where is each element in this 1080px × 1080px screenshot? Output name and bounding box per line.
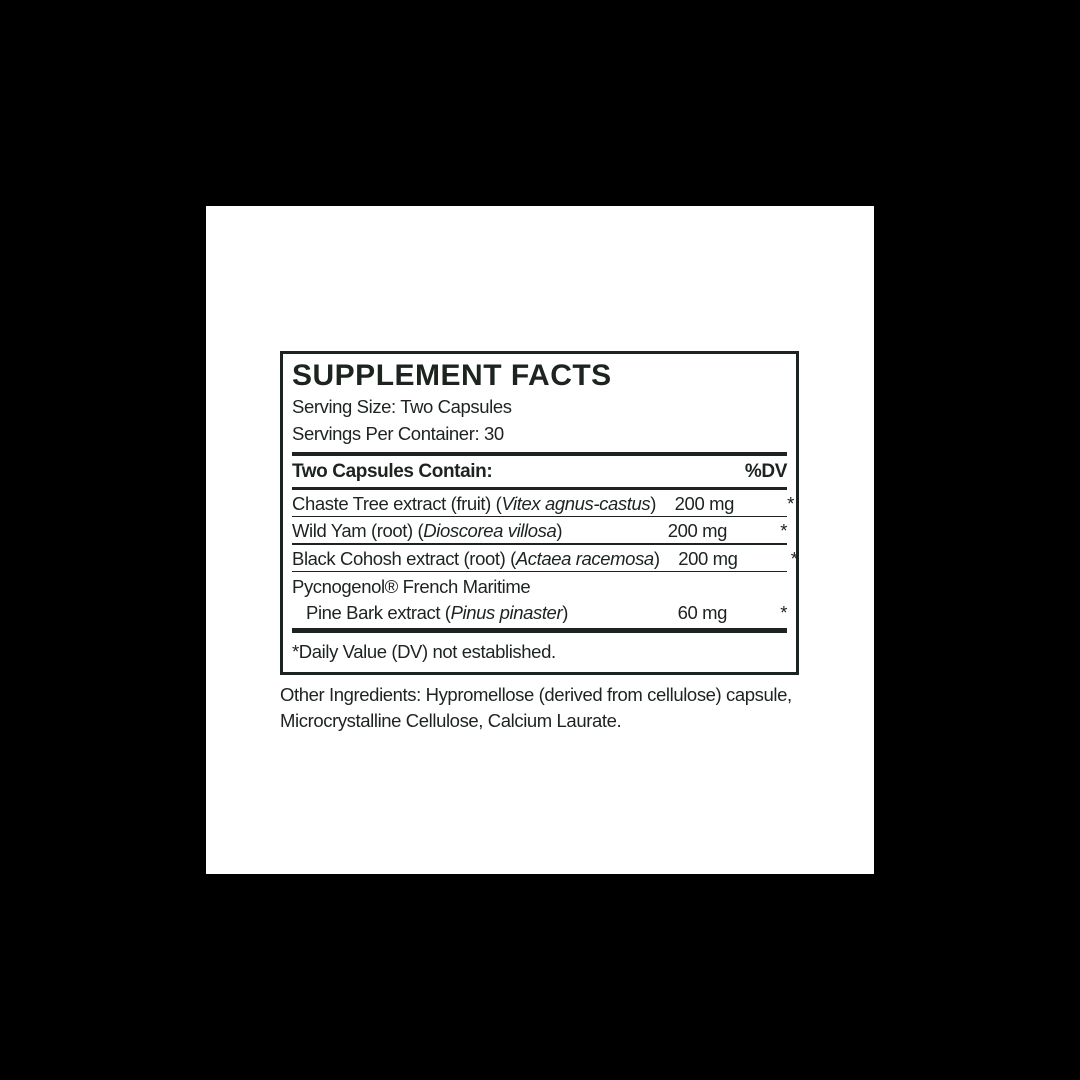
supplement-facts-title: SUPPLEMENT FACTS: [292, 359, 612, 392]
divider-thick-top: [292, 452, 787, 456]
ingredient-dv: *: [780, 520, 787, 541]
ingredient-dv: *: [780, 602, 787, 623]
ingredient-latin-name: Actaea racemosa: [515, 547, 654, 569]
ingredient-latin-name: Dioscorea villosa: [423, 520, 557, 541]
ingredient-name-text: Pine Bark extract (: [306, 602, 451, 623]
divider-thin: [292, 515, 787, 517]
ingredient-name: Chaste Tree extract (fruit) (Vitex agnus…: [292, 493, 656, 514]
divider-thin: [292, 570, 787, 572]
ingredient-amount: 200 mg: [674, 492, 735, 514]
ingredient-name-text: Black Cohosh extract (root) (: [292, 547, 516, 569]
other-ingredients: Other Ingredients: Hypromellose (derived…: [280, 684, 792, 731]
ingredient-amount: 200 mg: [667, 520, 728, 541]
servings-per-container: Servings Per Container: 30: [292, 423, 504, 444]
ingredient-name-text: ): [650, 492, 656, 514]
ingredient-row: Wild Yam (root) (Dioscorea villosa) 200 …: [292, 517, 787, 543]
ingredient-latin-name: Vitex agnus-castus: [501, 492, 651, 514]
ingredient-name-text: Chaste Tree extract (fruit) (: [292, 492, 502, 514]
ingredient-name-text: Wild Yam (root) (: [292, 520, 424, 541]
ingredient-name: Black Cohosh extract (root) (Actaea race…: [292, 548, 660, 569]
supplement-facts-box: SUPPLEMENT FACTS Serving Size: Two Capsu…: [280, 351, 799, 675]
ingredient-name-text: ): [562, 602, 568, 623]
divider-thin: [292, 543, 787, 545]
ingredient-dv: *: [787, 492, 794, 514]
label-panel: SUPPLEMENT FACTS Serving Size: Two Capsu…: [206, 206, 874, 874]
ingredient-latin-name: Pinus pinaster: [450, 602, 563, 623]
serving-size: Serving Size: Two Capsules: [292, 396, 512, 417]
ingredient-amount: 60 mg: [677, 602, 728, 623]
ingredient-name: Pine Bark extract (Pinus pinaster): [292, 602, 649, 623]
ingredient-row: Chaste Tree extract (fruit) (Vitex agnus…: [292, 490, 794, 516]
ingredient-name-text: ): [556, 520, 563, 541]
contains-header-row: Two Capsules Contain: %DV: [292, 456, 787, 487]
contains-header-label: Two Capsules Contain:: [292, 461, 493, 482]
ingredient-dv: *: [790, 547, 798, 569]
ingredient-name-text: ): [653, 547, 660, 569]
ingredient-amount: 200 mg: [678, 547, 738, 569]
divider-medium: [292, 487, 787, 490]
dv-header-label: %DV: [744, 461, 787, 482]
ingredient-row: Black Cohosh extract (root) (Actaea race…: [292, 545, 798, 571]
ingredient-name: Wild Yam (root) (Dioscorea villosa): [292, 520, 649, 541]
ingredient-name-line1: Pycnogenol® French Maritime: [292, 576, 531, 597]
dv-footnote: *Daily Value (DV) not established.: [292, 641, 556, 662]
ingredient-row: Pine Bark extract (Pinus pinaster) 60 mg…: [292, 599, 787, 625]
divider-thick-bottom: [292, 628, 787, 633]
